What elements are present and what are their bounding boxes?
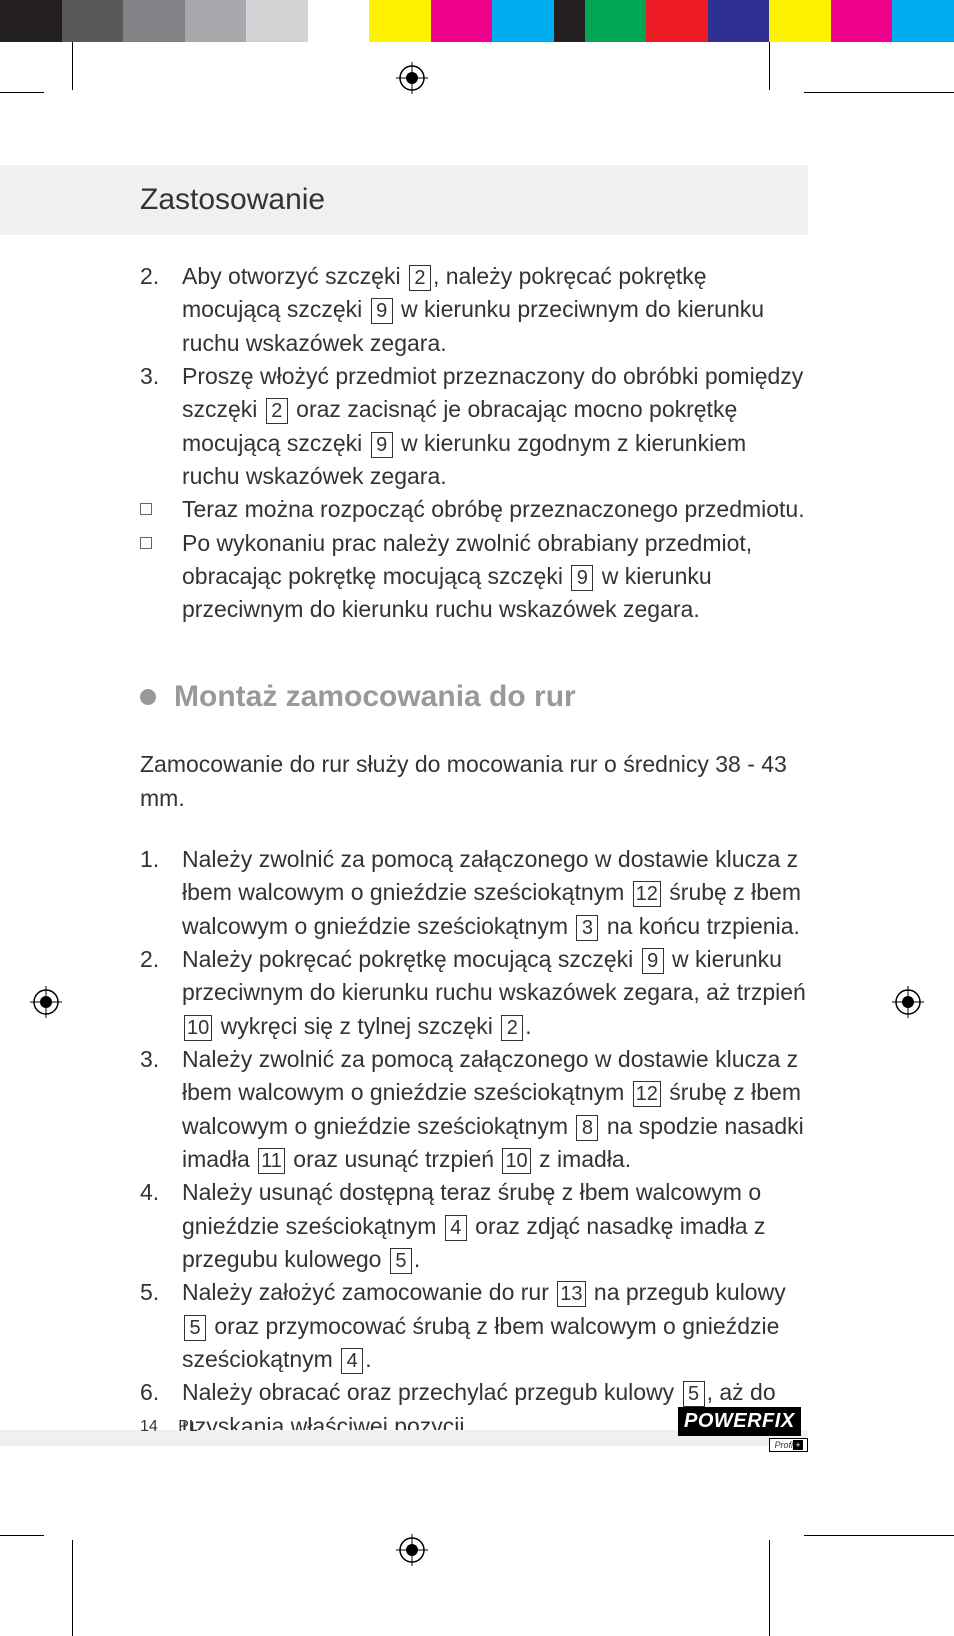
list-item: Po wykonaniu prac należy zwolnić obrabia… — [140, 527, 808, 627]
reference-number: 12 — [633, 881, 661, 907]
instruction-list-2: 1.Należy zwolnić za pomocą załączonego w… — [140, 843, 808, 1443]
reference-number: 10 — [184, 1015, 212, 1041]
reference-number: 8 — [576, 1115, 598, 1141]
registration-mark-left — [30, 986, 62, 1018]
list-item-text: Należy zwolnić za pomocą załączonego w d… — [182, 843, 808, 943]
page-content: 2.Aby otworzyć szczęki 2, należy pokręca… — [140, 260, 808, 1443]
list-item: 4.Należy usunąć dostępną teraz śrubę z ł… — [140, 1176, 808, 1276]
reference-number: 9 — [642, 948, 664, 974]
instruction-list-1: 2.Aby otworzyć szczęki 2, należy pokręca… — [140, 260, 808, 627]
reference-number: 2 — [409, 265, 431, 291]
registration-mark-top — [396, 62, 428, 94]
reference-number: 2 — [501, 1015, 523, 1041]
square-bullet-icon — [140, 493, 182, 526]
reference-number: 3 — [576, 915, 598, 941]
registration-mark-bottom — [396, 1534, 428, 1566]
reference-number: 10 — [502, 1148, 530, 1174]
list-item-text: Należy usunąć dostępną teraz śrubę z łbe… — [182, 1176, 808, 1276]
bullet-dot-icon — [140, 689, 156, 705]
list-item: 2.Aby otworzyć szczęki 2, należy pokręca… — [140, 260, 808, 360]
crop-mark — [0, 1535, 44, 1536]
crop-mark — [804, 1535, 954, 1536]
crop-mark — [72, 42, 73, 90]
list-number: 1. — [140, 843, 182, 943]
list-item: 3.Należy zwolnić za pomocą załączonego w… — [140, 1043, 808, 1176]
page-footer: 14 PL POWERFIX Profi+ — [140, 1407, 808, 1436]
crop-mark — [769, 42, 770, 90]
section-heading: Montaż zamocowania do rur — [140, 675, 808, 719]
reference-number: 4 — [445, 1215, 467, 1241]
list-item-text: Proszę włożyć przedmiot przeznaczony do … — [182, 360, 808, 493]
reference-number: 5 — [184, 1315, 206, 1341]
section-intro: Zamocowanie do rur służy do mocowania ru… — [140, 748, 808, 815]
reference-number: 12 — [633, 1081, 661, 1107]
square-bullet-icon — [140, 527, 182, 627]
reference-number: 5 — [683, 1381, 705, 1407]
print-colorbar-top — [0, 0, 954, 42]
list-item: 5.Należy założyć zamocowanie do rur 13 n… — [140, 1276, 808, 1376]
list-item-text: Aby otworzyć szczęki 2, należy pokręcać … — [182, 260, 808, 360]
list-number: 4. — [140, 1176, 182, 1276]
logo-sub-text: Profi+ — [769, 1438, 808, 1452]
list-number: 2. — [140, 260, 182, 360]
reference-number: 2 — [266, 398, 288, 424]
crop-mark — [804, 92, 954, 93]
list-number: 5. — [140, 1276, 182, 1376]
list-item-text: Teraz można rozpocząć obróbę przeznaczon… — [182, 493, 808, 526]
crop-mark — [769, 1540, 770, 1636]
crop-mark — [0, 92, 44, 93]
list-item: Teraz można rozpocząć obróbę przeznaczon… — [140, 493, 808, 526]
list-item-text: Należy pokręcać pokrętkę mocującą szczęk… — [182, 943, 808, 1043]
page-header: Zastosowanie — [0, 165, 808, 235]
page-header-title: Zastosowanie — [140, 183, 325, 217]
list-item: 3.Proszę włożyć przedmiot przeznaczony d… — [140, 360, 808, 493]
reference-number: 11 — [258, 1148, 285, 1174]
reference-number: 5 — [390, 1248, 412, 1274]
list-item: 2.Należy pokręcać pokrętkę mocującą szcz… — [140, 943, 808, 1043]
reference-number: 9 — [571, 565, 593, 591]
list-item-text: Po wykonaniu prac należy zwolnić obrabia… — [182, 527, 808, 627]
list-item: 1.Należy zwolnić za pomocą załączonego w… — [140, 843, 808, 943]
list-number: 3. — [140, 360, 182, 493]
reference-number: 4 — [341, 1348, 363, 1374]
section-heading-title: Montaż zamocowania do rur — [174, 675, 576, 719]
crop-mark — [72, 1540, 73, 1636]
list-item-text: Należy założyć zamocowanie do rur 13 na … — [182, 1276, 808, 1376]
page-number: 14 PL — [140, 1418, 198, 1436]
registration-mark-right — [892, 986, 924, 1018]
reference-number: 9 — [371, 298, 393, 324]
reference-number: 13 — [557, 1281, 585, 1307]
logo-main-text: POWERFIX — [678, 1407, 801, 1436]
list-item-text: Należy zwolnić za pomocą załączonego w d… — [182, 1043, 808, 1176]
reference-number: 9 — [371, 432, 393, 458]
list-number: 3. — [140, 1043, 182, 1176]
list-number: 2. — [140, 943, 182, 1043]
powerfix-logo: POWERFIX Profi+ — [678, 1407, 808, 1436]
